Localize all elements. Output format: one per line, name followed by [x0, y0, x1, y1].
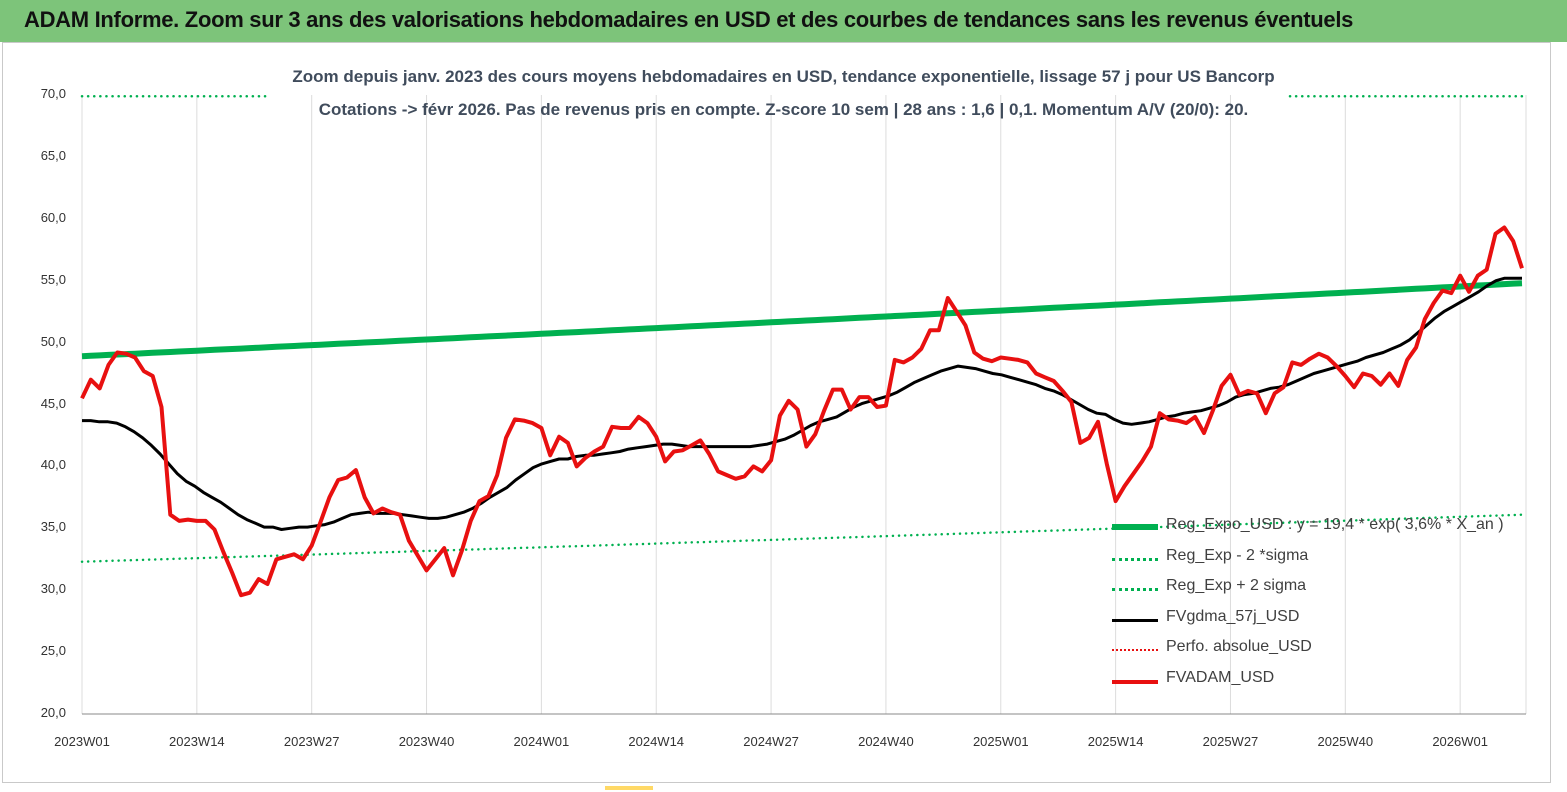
x-tick-label: 2025W27 — [1202, 734, 1259, 749]
series-fvadam — [80, 225, 1524, 598]
x-tick-label: 2025W01 — [972, 734, 1029, 749]
series-layer — [80, 94, 1524, 598]
x-tick-label: 2025W40 — [1317, 734, 1374, 749]
y-tick-label: 35,0 — [40, 519, 66, 535]
grid-layer — [81, 95, 1527, 715]
chart-frame — [2, 42, 1551, 783]
legend-label: Reg_Expo_USD : y = 19,4 * exp( 3,6% * X_… — [1166, 516, 1504, 533]
legend-item-fvadam: FVADAM_USD — [1112, 666, 1532, 697]
y-tick-label: 55,0 — [40, 271, 66, 287]
y-tick-label: 40,0 — [40, 457, 66, 473]
x-tick-label: 2026W01 — [1432, 734, 1488, 749]
legend-item-fvgdma: FVgdma_57j_USD — [1112, 605, 1532, 636]
x-tick-label: 2024W14 — [628, 734, 685, 749]
legend-item-perfo: Perfo. absolue_USD — [1112, 635, 1532, 666]
legend-label: FVgdma_57j_USD — [1166, 607, 1300, 625]
x-tick-label: 2024W01 — [513, 734, 570, 749]
chart-title: Zoom depuis janv. 2023 des cours moyens … — [292, 67, 1275, 86]
legend-item-reg-exp-minus: Reg_Exp - 2 *sigma — [1112, 544, 1532, 575]
legend-label: FVADAM_USD — [1166, 668, 1275, 686]
legend-label: Reg_Exp + 2 sigma — [1166, 577, 1307, 595]
y-tick-label: 70,0 — [40, 86, 66, 101]
y-tick-label: 25,0 — [40, 643, 66, 659]
page-title: ADAM Informe. Zoom sur 3 ans des valoris… — [24, 7, 1354, 32]
legend-swatch — [1112, 557, 1158, 561]
y-tick-label: 65,0 — [40, 147, 66, 163]
legend-swatch — [1112, 618, 1158, 622]
legend-item-reg-expo: Reg_Expo_USD : y = 19,4 * exp( 3,6% * X_… — [1112, 513, 1532, 544]
legend-swatch — [1112, 524, 1158, 530]
y-tick-label: 45,0 — [40, 395, 66, 411]
legend-label: Perfo. absolue_USD — [1166, 638, 1312, 656]
x-tick-label: 2024W40 — [858, 734, 914, 749]
y-tick-label: 50,0 — [40, 333, 66, 349]
y-tick-label: 60,0 — [40, 209, 66, 225]
x-tick-label: 2025W14 — [1087, 734, 1144, 749]
x-tick-label: 2023W14 — [169, 734, 225, 749]
chart-subtitle: Cotations -> févr 2026. Pas de revenus p… — [318, 100, 1249, 119]
legend-swatch — [1112, 588, 1158, 592]
legend-label: Reg_Exp - 2 *sigma — [1166, 546, 1309, 564]
legend-item-reg-exp-plus: Reg_Exp + 2 sigma — [1112, 574, 1532, 605]
x-tick-label: 2024W27 — [743, 734, 799, 749]
x-tick-label: 2023W01 — [54, 734, 110, 749]
series-reg-expo — [81, 280, 1523, 360]
y-tick-label: 20,0 — [40, 705, 66, 720]
legend-swatch — [1112, 649, 1158, 652]
series-reg-exp-minus — [80, 513, 1524, 563]
series-fvgdma — [82, 276, 1522, 531]
header-bar — [0, 0, 1567, 42]
x-tick-label: 2023W27 — [283, 734, 340, 749]
x-tick-label: 2023W40 — [398, 734, 455, 749]
y-tick-label: 30,0 — [40, 581, 66, 597]
chart-legend: Reg_Expo_USD : y = 19,4 * exp( 3,6% * X_… — [1112, 513, 1532, 697]
bottom-accent — [605, 786, 653, 790]
legend-swatch — [1112, 679, 1158, 684]
